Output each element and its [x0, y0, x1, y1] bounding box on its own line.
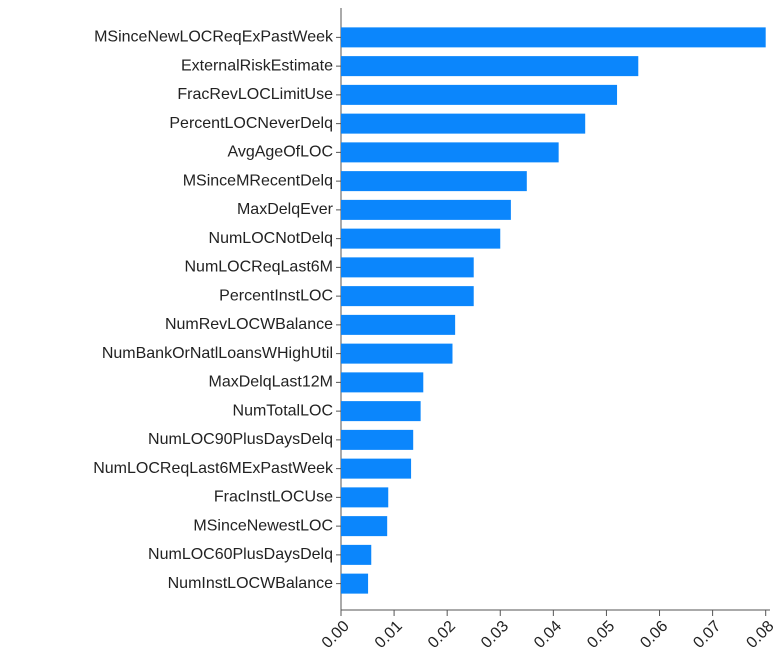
x-tick-label: 0.05	[584, 618, 618, 652]
bar	[341, 84, 618, 105]
bar	[341, 544, 372, 565]
bar	[341, 401, 421, 422]
bar	[341, 314, 456, 335]
bar	[341, 171, 527, 192]
y-tick-label: NumLOCReqLast6M	[185, 259, 334, 276]
y-tick-label: NumRevLOCWBalance	[165, 316, 333, 333]
y-tick-label: MSinceNewestLOC	[193, 517, 333, 534]
y-tick-label: PercentInstLOC	[219, 287, 333, 304]
x-tick-label: 0.06	[637, 618, 671, 652]
bar	[341, 516, 388, 537]
y-tick-label: NumLOC60PlusDaysDelq	[148, 546, 333, 563]
y-tick-label: FracRevLOCLimitUse	[177, 86, 333, 103]
y-tick-label: MaxDelqEver	[237, 201, 334, 218]
bar	[341, 113, 586, 134]
y-tick-label: MSinceNewLOCReqExPastWeek	[94, 29, 334, 46]
bar	[341, 372, 424, 393]
bar	[341, 199, 511, 220]
bar	[341, 573, 369, 594]
bar	[341, 56, 639, 77]
y-tick-label: NumBankOrNatlLoansWHighUtil	[102, 345, 333, 362]
y-tick-label: MaxDelqLast12M	[209, 374, 334, 391]
bar	[341, 228, 501, 249]
x-tick-label: 0.03	[478, 618, 512, 652]
x-tick-label: 0.00	[319, 618, 353, 652]
bar	[341, 27, 766, 48]
y-tick-label: NumLOC90PlusDaysDelq	[148, 431, 333, 448]
y-tick-label: PercentLOCNeverDelq	[169, 115, 333, 132]
bar	[341, 343, 453, 364]
y-tick-label: AvgAgeOfLOC	[227, 144, 333, 161]
bar	[341, 458, 412, 479]
bar	[341, 142, 559, 163]
y-tick-label: ExternalRiskEstimate	[181, 57, 333, 74]
x-tick-label: 0.02	[425, 618, 459, 652]
y-tick-label: NumTotalLOC	[233, 402, 333, 419]
bar	[341, 257, 474, 278]
bar	[341, 487, 389, 508]
x-tick-label: 0.08	[743, 618, 775, 652]
x-tick-label: 0.07	[690, 618, 724, 652]
bar	[341, 429, 414, 450]
y-tick-label: FracInstLOCUse	[214, 489, 333, 506]
bar	[341, 286, 474, 307]
y-tick-label: NumLOCReqLast6MExPastWeek	[93, 460, 334, 477]
x-tick-label: 0.01	[372, 618, 406, 652]
y-tick-label: NumLOCNotDelq	[209, 230, 333, 247]
y-tick-label: MSinceMRecentDelq	[183, 172, 333, 189]
y-tick-label: NumInstLOCWBalance	[168, 575, 333, 592]
x-tick-label: 0.04	[531, 618, 565, 652]
